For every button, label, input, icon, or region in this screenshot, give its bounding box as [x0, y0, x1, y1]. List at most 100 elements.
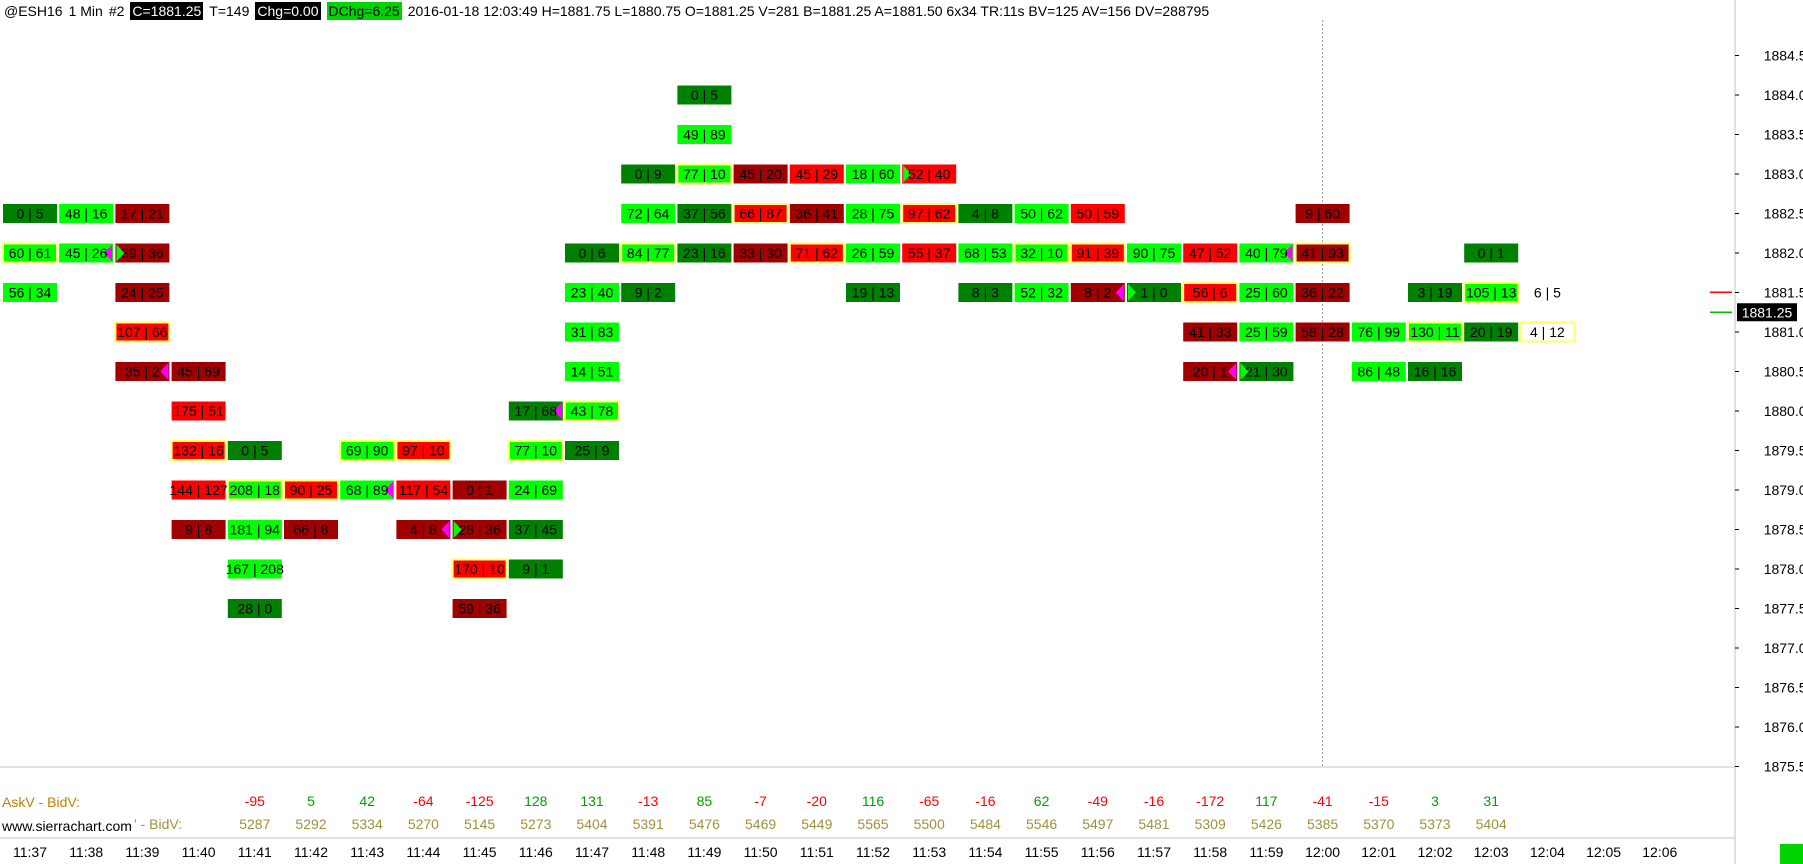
time-axis-label: 11:48: [631, 844, 665, 860]
footprint-cell-value: 16 | 16: [1414, 364, 1457, 380]
footprint-cell: [114, 321, 171, 343]
footprint-cell-value: 72 | 64: [627, 206, 670, 222]
imbalance-marker: [104, 244, 113, 262]
footprint-cell: [171, 520, 226, 539]
price-axis-label: 1881.50: [1764, 285, 1803, 301]
footprint-cell-value: 77 | 10: [515, 443, 558, 459]
delta-value: -16: [975, 793, 995, 809]
delta-value: -41: [1312, 793, 1332, 809]
footprint-cell: [59, 204, 114, 223]
footprint-cell-value: 68 | 89: [346, 482, 389, 498]
footprint-cell: [508, 559, 563, 579]
footprint-cell-value: 97 | 10: [402, 443, 445, 459]
footprint-cell: [620, 242, 677, 264]
delta-value: -49: [1088, 793, 1108, 809]
footprint-cell-value: 25 | 60: [1245, 285, 1288, 301]
delta-value: -16: [1144, 793, 1164, 809]
time-axis-label: 12:02: [1417, 844, 1452, 860]
footprint-cell: [1239, 243, 1294, 263]
time-axis-label: 11:50: [744, 844, 778, 860]
footprint-cell-value: 86 | 48: [1358, 364, 1401, 380]
footprint-cell-value: 9 | 2: [635, 285, 662, 301]
footprint-cell: [677, 204, 732, 223]
footprint-cell: [1014, 204, 1069, 223]
footprint-cell: [958, 243, 1013, 263]
footprint-cell: [676, 163, 733, 185]
footprint-cell-value: 170 | 10: [454, 561, 505, 577]
footprint-cell-value: 3 | 19: [1418, 285, 1453, 301]
price-axis-label: 1884.00: [1764, 87, 1803, 103]
watermark: www.sierrachart.com: [2, 818, 132, 834]
footprint-cell-value: 28 | 75: [852, 206, 895, 222]
delta-value: 31: [1483, 793, 1499, 809]
bidv-value: 5334: [352, 816, 383, 832]
footprint-cell-value: 28 | 0: [237, 601, 272, 617]
imbalance-marker: [903, 165, 912, 183]
footprint-cell-value: 0 | 5: [691, 87, 718, 103]
footprint-cell: [565, 362, 619, 381]
delta-row-label: AskV - BidV:: [2, 794, 81, 810]
footprint-cell-value: 97 | 62: [908, 206, 951, 222]
footprint-cell-value: 132 | 16: [173, 443, 224, 459]
imbalance-marker: [1284, 244, 1293, 262]
time-axis-label: 11:45: [463, 844, 497, 860]
bidv-value: 5449: [801, 816, 832, 832]
footprint-cell-value: 0 | 5: [241, 443, 268, 459]
footprint-cell: [171, 480, 226, 500]
time-axis-label: 11:43: [350, 844, 384, 860]
delta-value: -7: [754, 793, 767, 809]
bidv-value: 5497: [1082, 816, 1113, 832]
footprint-cell-value: 17 | 68: [515, 403, 558, 419]
delta-value: 117: [1255, 793, 1278, 809]
footprint-cell: [227, 559, 282, 579]
footprint-cell: [732, 203, 789, 224]
imbalance-marker: [116, 244, 125, 262]
footprint-cell-value: 105 | 13: [1466, 285, 1517, 301]
time-axis-label: 11:46: [519, 844, 553, 860]
footprint-cell: [451, 558, 508, 580]
footprint-cell-value: 39 | 36: [121, 245, 164, 261]
footprint-cell: [733, 243, 788, 263]
price-axis-label: 1882.50: [1764, 206, 1803, 222]
bidv-row-label: ' - BidV:: [134, 816, 183, 832]
footprint-cell-value: 91 | 39: [1077, 245, 1120, 261]
footprint-cell: [1070, 204, 1125, 223]
footprint-cell-value: 41 | 33: [1189, 324, 1232, 340]
footprint-cell-value: 60 | 61: [9, 245, 52, 261]
footprint-cell: [677, 125, 732, 144]
footprint-cell: [621, 283, 676, 302]
imbalance-marker: [1240, 363, 1249, 380]
time-axis-label: 11:54: [968, 844, 1002, 860]
bidv-value: 5404: [1476, 816, 1507, 832]
footprint-cell: [2, 242, 58, 264]
time-axis-label: 11:40: [182, 844, 216, 860]
delta-value: 3: [1431, 793, 1439, 809]
footprint-cell: [395, 440, 452, 461]
delta-value: -172: [1196, 793, 1224, 809]
footprint-cell: [508, 480, 563, 500]
footprint-cell: [3, 283, 57, 302]
footprint-cell-value: 48 | 16: [65, 206, 108, 222]
chart-header: @ESH16 1 Min #2 C=1881.25 T=149 Chg=0.00…: [4, 2, 1209, 20]
footprint-cell: [846, 243, 900, 263]
footprint-cell-value: 58 | 28: [1301, 324, 1344, 340]
footprint-cell: [452, 520, 507, 539]
price-axis-label: 1883.50: [1764, 127, 1803, 143]
footprint-cell-value: 9 | 60: [1305, 206, 1340, 222]
price-axis-label: 1879.00: [1764, 482, 1803, 498]
footprint-cell: [507, 440, 564, 461]
footprint-cell: [3, 204, 57, 223]
footprint-cell: [1127, 283, 1181, 302]
bidv-value: 5426: [1251, 816, 1282, 832]
footprint-cell-value: 66 | 8: [294, 522, 329, 538]
footprint-cell-value: 49 | 89: [683, 127, 726, 143]
footprint-cell-value: 50 | 59: [1077, 206, 1120, 222]
bidv-value: 5404: [576, 816, 607, 832]
time-axis-label: 11:53: [912, 844, 946, 860]
time-axis-label: 11:47: [575, 844, 609, 860]
footprint-cell-value: 8 | 3: [972, 285, 999, 301]
footprint-cell-value: 144 | 127: [170, 482, 228, 498]
footprint-cell-value: 37 | 56: [683, 206, 726, 222]
